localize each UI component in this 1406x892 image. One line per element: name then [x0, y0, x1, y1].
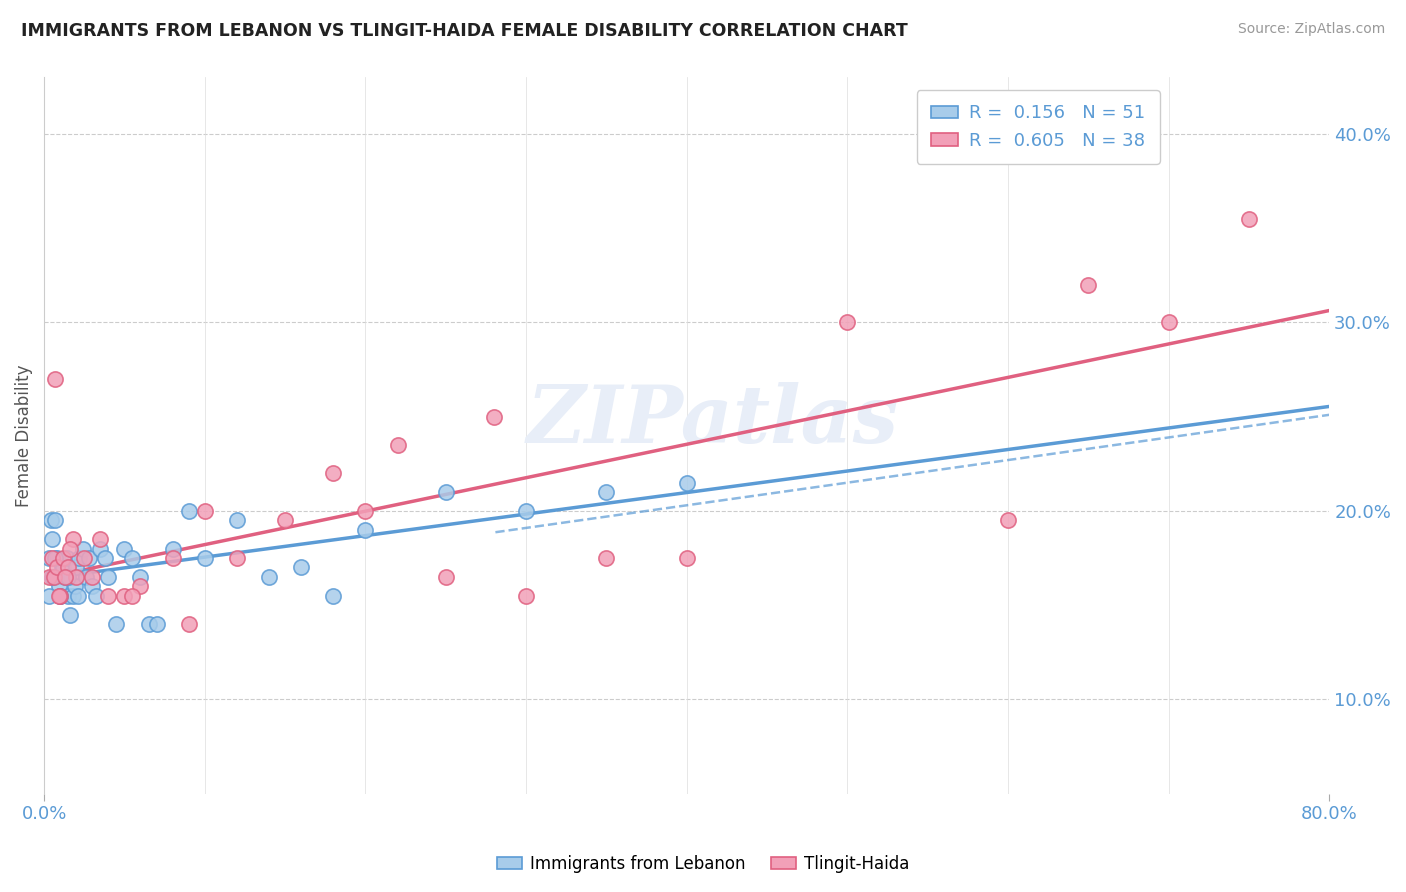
Legend: Immigrants from Lebanon, Tlingit-Haida: Immigrants from Lebanon, Tlingit-Haida: [491, 848, 915, 880]
Point: [77, 551, 100, 566]
Point: [257, 570, 280, 584]
Point: [675, 475, 697, 490]
Point: [94, 551, 117, 566]
Point: [58, 570, 80, 584]
Point: [42, 570, 65, 584]
Point: [62, 589, 84, 603]
Point: [38, 589, 60, 603]
Point: [58, 560, 80, 574]
Point: [49, 589, 72, 603]
Point: [515, 504, 537, 518]
Point: [75, 570, 97, 584]
Point: [44, 513, 66, 527]
Point: [1077, 277, 1099, 292]
Point: [1157, 316, 1180, 330]
Point: [82, 570, 104, 584]
Point: [121, 551, 143, 566]
Y-axis label: Female Disability: Female Disability: [15, 364, 32, 507]
Point: [162, 541, 184, 556]
Point: [59, 607, 82, 622]
Point: [129, 570, 152, 584]
Point: [63, 579, 86, 593]
Point: [89, 533, 111, 547]
Point: [66, 589, 89, 603]
Point: [97, 589, 120, 603]
Point: [194, 551, 217, 566]
Point: [97, 570, 120, 584]
Point: [105, 617, 128, 632]
Point: [48, 589, 70, 603]
Point: [51, 560, 73, 574]
Point: [55, 551, 77, 566]
Point: [434, 485, 457, 500]
Point: [354, 504, 377, 518]
Point: [41, 570, 63, 584]
Point: [225, 551, 247, 566]
Point: [42, 570, 65, 584]
Point: [82, 579, 104, 593]
Point: [595, 485, 617, 500]
Point: [62, 533, 84, 547]
Point: [290, 560, 312, 574]
Point: [53, 570, 76, 584]
Point: [322, 467, 344, 481]
Point: [53, 570, 76, 584]
Point: [162, 551, 184, 566]
Point: [145, 617, 167, 632]
Point: [129, 579, 152, 593]
Point: [322, 589, 344, 603]
Point: [48, 579, 70, 593]
Point: [1237, 211, 1260, 226]
Point: [38, 551, 60, 566]
Point: [41, 533, 63, 547]
Point: [58, 589, 80, 603]
Point: [121, 589, 143, 603]
Point: [69, 551, 91, 566]
Point: [49, 589, 72, 603]
Point: [177, 504, 200, 518]
Point: [60, 570, 83, 584]
Point: [595, 551, 617, 566]
Point: [274, 513, 297, 527]
Point: [65, 570, 87, 584]
Point: [194, 504, 217, 518]
Point: [482, 409, 505, 424]
Point: [515, 589, 537, 603]
Point: [46, 551, 69, 566]
Point: [114, 541, 136, 556]
Text: ZIPatlas: ZIPatlas: [526, 383, 898, 460]
Point: [837, 316, 859, 330]
Point: [114, 589, 136, 603]
Point: [41, 551, 63, 566]
Point: [177, 617, 200, 632]
Point: [46, 560, 69, 574]
Point: [44, 551, 66, 566]
Text: Source: ZipAtlas.com: Source: ZipAtlas.com: [1237, 22, 1385, 37]
Point: [73, 551, 96, 566]
Point: [49, 589, 72, 603]
Point: [38, 570, 60, 584]
Point: [675, 551, 697, 566]
Point: [434, 570, 457, 584]
Point: [387, 438, 409, 452]
Point: [52, 551, 75, 566]
Point: [138, 617, 160, 632]
Text: IMMIGRANTS FROM LEBANON VS TLINGIT-HAIDA FEMALE DISABILITY CORRELATION CHART: IMMIGRANTS FROM LEBANON VS TLINGIT-HAIDA…: [21, 22, 908, 40]
Point: [997, 513, 1019, 527]
Point: [44, 372, 66, 386]
Point: [354, 523, 377, 537]
Point: [65, 560, 87, 574]
Point: [59, 541, 82, 556]
Point: [52, 560, 75, 574]
Point: [39, 513, 62, 527]
Point: [89, 541, 111, 556]
Legend: R =  0.156   N = 51, R =  0.605   N = 38: R = 0.156 N = 51, R = 0.605 N = 38: [917, 90, 1160, 164]
Point: [84, 589, 107, 603]
Point: [225, 513, 247, 527]
Point: [72, 541, 94, 556]
